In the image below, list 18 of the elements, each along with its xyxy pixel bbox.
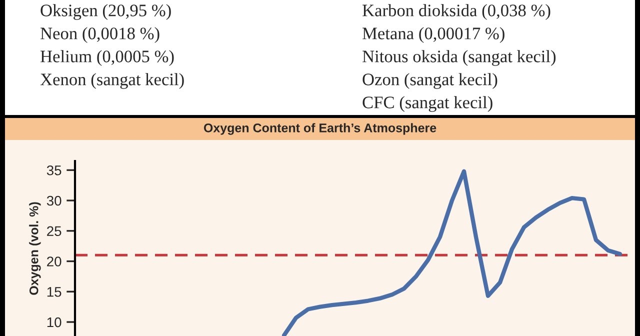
y-tick-label: 35: [46, 165, 62, 176]
text: Metana (0,00017 %): [362, 27, 504, 43]
text: Karbon dioksida (0,038 %): [362, 4, 550, 20]
text: Neon (0,0018 %): [40, 27, 160, 43]
line-series: [282, 169, 622, 336]
y-tick-label: 15: [47, 287, 62, 297]
y-tick-label: 30: [46, 196, 62, 206]
text: Xenon (sangat kecil): [40, 73, 184, 89]
y-axis-title: Oxygen (vol. %): [29, 202, 41, 295]
y-tick-label: 25: [47, 226, 62, 236]
text: CFC (sangat kecil): [362, 96, 492, 112]
text: Nitous oksida (sangat kecil): [362, 50, 556, 66]
y-tick-label: 10: [47, 317, 62, 328]
text: Helium (0,0005 %): [40, 50, 174, 66]
chart-title: Oxygen Content of Earth’s Atmosphere: [204, 123, 436, 135]
text: Ozon (sangat kecil): [362, 73, 498, 89]
text: Oksigen (20,95 %): [40, 4, 171, 20]
y-tick-label: 20: [47, 256, 62, 266]
